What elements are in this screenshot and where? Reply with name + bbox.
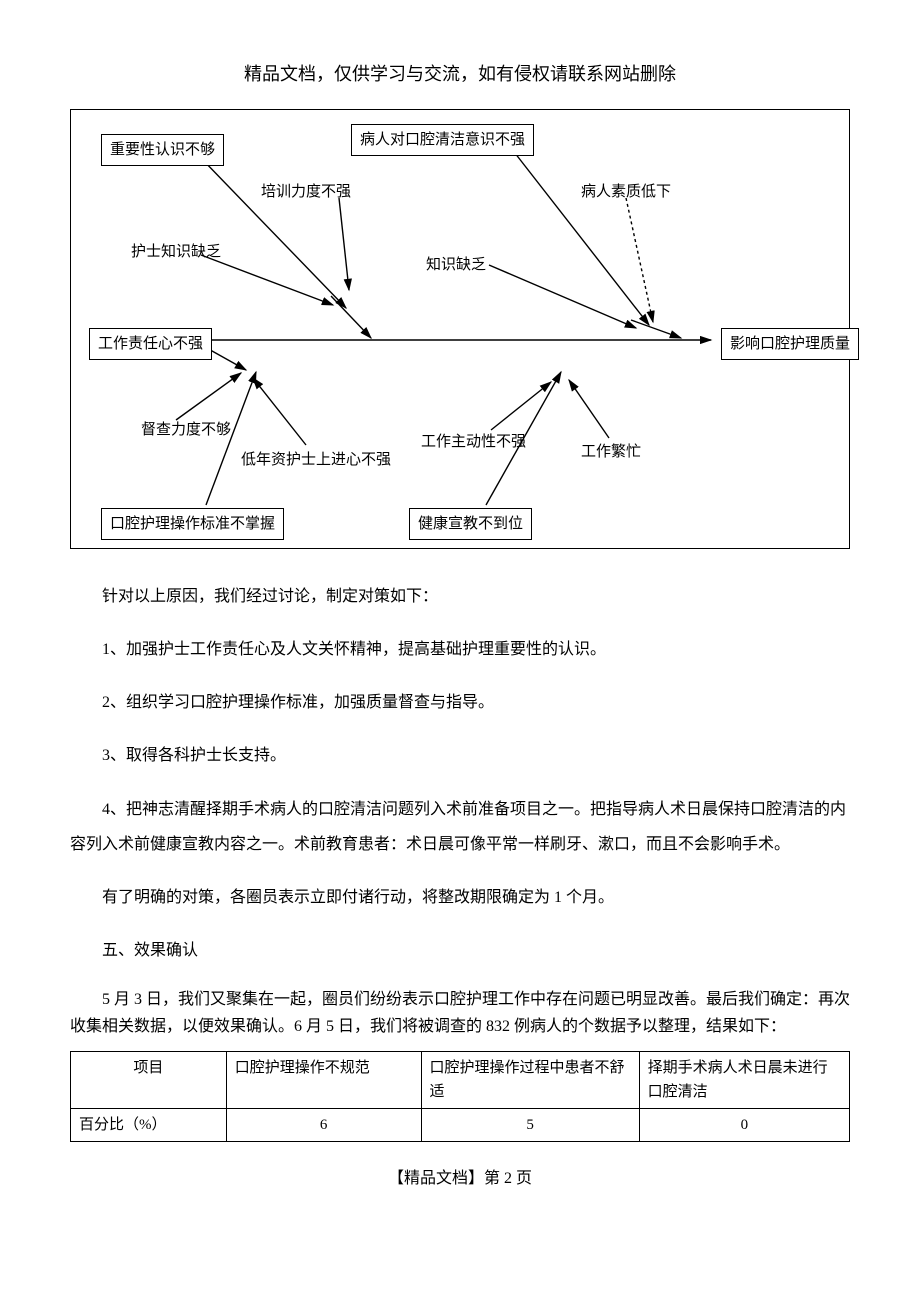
col-header: 项目 [71, 1051, 227, 1108]
diagram-label: 护士知识缺乏 [131, 240, 221, 264]
para-1: 1、加强护士工作责任心及人文关怀精神，提高基础护理重要性的认识。 [70, 632, 850, 667]
diagram-box: 影响口腔护理质量 [721, 328, 859, 360]
diagram-box: 病人对口腔清洁意识不强 [351, 124, 534, 156]
diagram-label: 工作繁忙 [581, 440, 641, 464]
diagram-box: 重要性认识不够 [101, 134, 224, 166]
result-intro: 5 月 3 日，我们又聚集在一起，圈员们纷纷表示口腔护理工作中存在问题已明显改善… [70, 986, 850, 1040]
result-intro-block: 5 月 3 日，我们又聚集在一起，圈员们纷纷表示口腔护理工作中存在问题已明显改善… [70, 986, 850, 1040]
col-header: 口腔护理操作不规范 [226, 1051, 421, 1108]
result-table: 项目 口腔护理操作不规范 口腔护理操作过程中患者不舒适 择期手术病人术日晨未进行… [70, 1051, 850, 1142]
diagram-box: 口腔护理操作标准不掌握 [101, 508, 284, 540]
page-footer: 【精品文档】第 2 页 [70, 1166, 850, 1192]
diagram-label: 工作主动性不强 [421, 430, 526, 454]
diagram-box: 工作责任心不强 [89, 328, 212, 360]
table-row: 百分比（%） 6 5 0 [71, 1108, 850, 1141]
para-6: 五、效果确认 [70, 933, 850, 968]
diagram-label: 知识缺乏 [426, 253, 486, 277]
page-header: 精品文档，仅供学习与交流，如有侵权请联系网站删除 [70, 60, 850, 89]
diagram-label: 督查力度不够 [141, 418, 231, 442]
body-text: 针对以上原因，我们经过讨论，制定对策如下： 1、加强护士工作责任心及人文关怀精神… [70, 579, 850, 969]
diagram-label: 低年资护士上进心不强 [241, 448, 391, 472]
cell-value: 6 [226, 1108, 421, 1141]
diagram-label: 病人素质低下 [581, 180, 671, 204]
diagram-box: 健康宣教不到位 [409, 508, 532, 540]
cell-value: 5 [421, 1108, 639, 1141]
para-4: 4、把神志清醒择期手术病人的口腔清洁问题列入术前准备项目之一。把指导病人术日晨保… [70, 792, 850, 862]
col-header: 择期手术病人术日晨未进行口腔清洁 [639, 1051, 849, 1108]
para-2: 2、组织学习口腔护理操作标准，加强质量督查与指导。 [70, 685, 850, 720]
col-header: 口腔护理操作过程中患者不舒适 [421, 1051, 639, 1108]
para-3: 3、取得各科护士长支持。 [70, 738, 850, 773]
cell-value: 0 [639, 1108, 849, 1141]
table-row: 项目 口腔护理操作不规范 口腔护理操作过程中患者不舒适 择期手术病人术日晨未进行… [71, 1051, 850, 1108]
row-label: 百分比（%） [71, 1108, 227, 1141]
para-5: 有了明确的对策，各圈员表示立即付诸行动，将整改期限确定为 1 个月。 [70, 880, 850, 915]
fishbone-diagram: 重要性认识不够 病人对口腔清洁意识不强工作责任心不强口腔护理操作标准不掌握 健康宣教… [70, 109, 850, 549]
para-intro: 针对以上原因，我们经过讨论，制定对策如下： [70, 579, 850, 614]
diagram-label: 培训力度不强 [261, 180, 351, 204]
